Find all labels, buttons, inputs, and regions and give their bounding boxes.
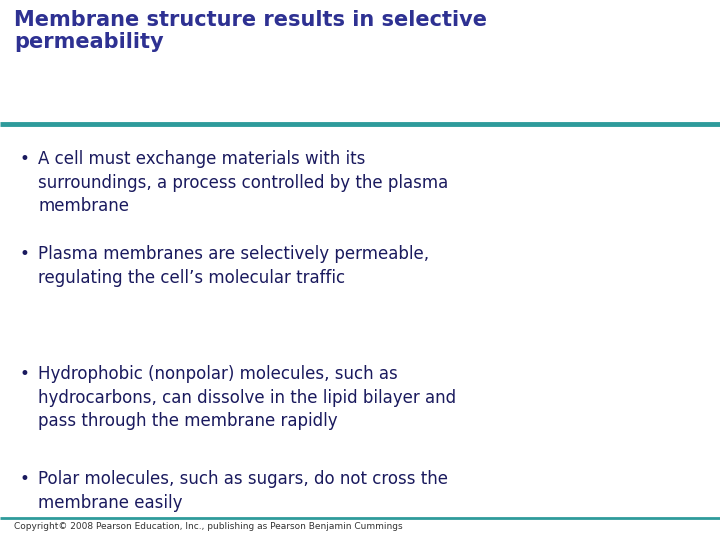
Text: A cell must exchange materials with its
surroundings, a process controlled by th: A cell must exchange materials with its … xyxy=(38,150,449,215)
Text: •: • xyxy=(20,470,30,488)
Text: Plasma membranes are selectively permeable,
regulating the cell’s molecular traf: Plasma membranes are selectively permeab… xyxy=(38,245,429,287)
Text: •: • xyxy=(20,365,30,383)
Text: Copyright© 2008 Pearson Education, Inc., publishing as Pearson Benjamin Cummings: Copyright© 2008 Pearson Education, Inc.,… xyxy=(14,522,402,531)
Text: Membrane structure results in selective
permeability: Membrane structure results in selective … xyxy=(14,10,487,52)
Text: •: • xyxy=(20,150,30,168)
Text: Polar molecules, such as sugars, do not cross the
membrane easily: Polar molecules, such as sugars, do not … xyxy=(38,470,448,511)
Text: Hydrophobic (nonpolar) molecules, such as
hydrocarbons, can dissolve in the lipi: Hydrophobic (nonpolar) molecules, such a… xyxy=(38,365,456,430)
Text: •: • xyxy=(20,245,30,263)
